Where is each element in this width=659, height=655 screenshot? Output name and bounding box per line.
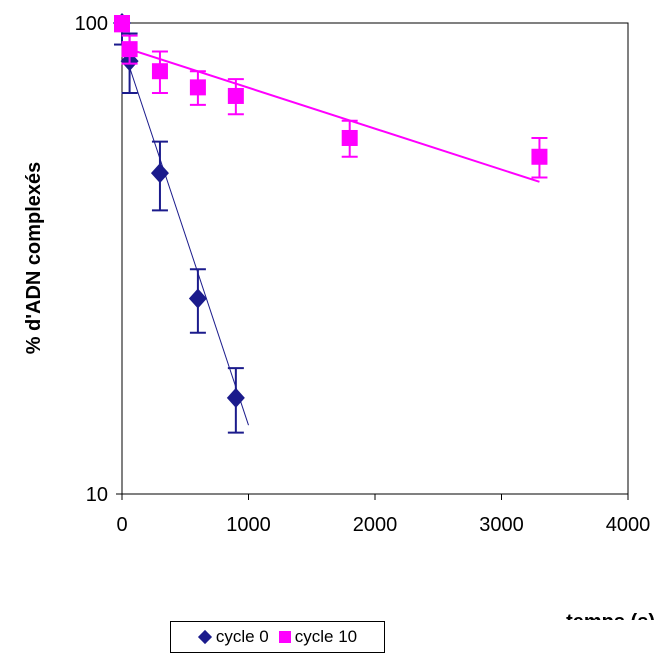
legend-label-cycle-0: cycle 0 [215, 627, 269, 646]
data-point-cycle-10 [531, 148, 548, 165]
chart: 0 1000 2000 3000 4000 10 100 % d'ADN complexés… [23, 13, 655, 620]
data-point-cycle-0 [226, 387, 245, 408]
square-marker-icon [278, 631, 291, 643]
x-tick-label: 2000 [353, 514, 398, 536]
legend-item-cycle-0: cycle 0 [197, 627, 269, 647]
data-point-cycle-10 [341, 129, 358, 146]
diamond-marker-icon [197, 629, 212, 645]
y-tick-label: 100 [75, 13, 108, 35]
x-tick-label: 0 [116, 514, 127, 536]
y-axis-label: % d'ADN complexés [23, 162, 45, 355]
legend: cycle 0 cycle 10 [170, 621, 385, 653]
data-point-cycle-0 [150, 163, 169, 184]
legend-item-cycle-10: cycle 10 [278, 627, 358, 647]
x-tick-label: 3000 [479, 514, 524, 536]
x-axis-label: temps (s) [566, 611, 655, 620]
trendline-cycle-10 [121, 45, 540, 183]
x-tick-label: 4000 [606, 514, 651, 536]
y-tick-label: 10 [86, 484, 108, 506]
data-point-cycle-10 [227, 87, 244, 104]
data-point-cycle-10 [114, 15, 130, 31]
legend-label-cycle-10: cycle 10 [294, 627, 358, 646]
data-point-cycle-10 [151, 63, 168, 80]
trendline-cycle-0 [121, 44, 249, 426]
data-point-cycle-0 [188, 288, 207, 309]
data-point-cycle-10 [121, 41, 138, 58]
x-tick-label: 1000 [226, 514, 271, 536]
data-point-cycle-10 [189, 79, 206, 96]
